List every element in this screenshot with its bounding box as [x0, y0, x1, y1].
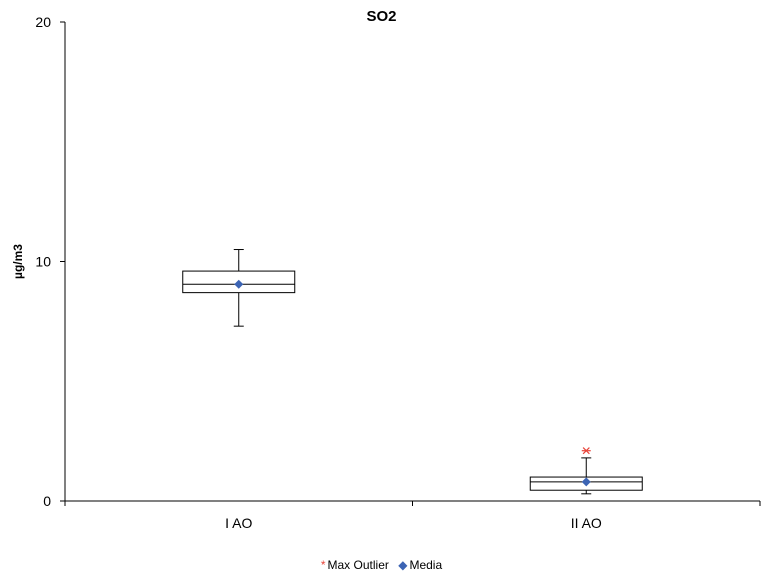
- diamond-icon: ◆: [398, 558, 408, 572]
- asterisk-icon: *: [320, 558, 326, 572]
- legend-item-media: ◆ Media: [398, 558, 442, 572]
- y-tick-label: 10: [35, 254, 51, 270]
- outlier-stroke: [582, 447, 590, 455]
- legend: * Max Outlier ◆ Media: [0, 558, 763, 572]
- mean-marker: [234, 279, 244, 289]
- chart-title: SO2: [366, 8, 397, 25]
- x-tick-label: I AO: [225, 515, 252, 531]
- y-tick-label: 20: [35, 14, 51, 30]
- legend-item-max-outlier: * Max Outlier: [321, 558, 389, 572]
- legend-label-max-outlier: Max Outlier: [327, 558, 389, 572]
- y-tick-label: 0: [43, 493, 51, 509]
- y-axis-title: µg/m3: [11, 244, 25, 279]
- max-outlier-marker: [581, 447, 591, 455]
- mean-marker: [581, 477, 591, 487]
- legend-label-media: Media: [409, 558, 443, 572]
- x-tick-label: II AO: [571, 515, 602, 531]
